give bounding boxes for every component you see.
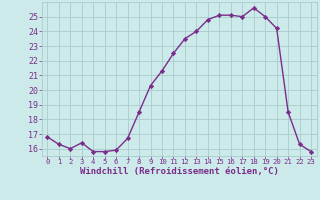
X-axis label: Windchill (Refroidissement éolien,°C): Windchill (Refroidissement éolien,°C) [80, 167, 279, 176]
